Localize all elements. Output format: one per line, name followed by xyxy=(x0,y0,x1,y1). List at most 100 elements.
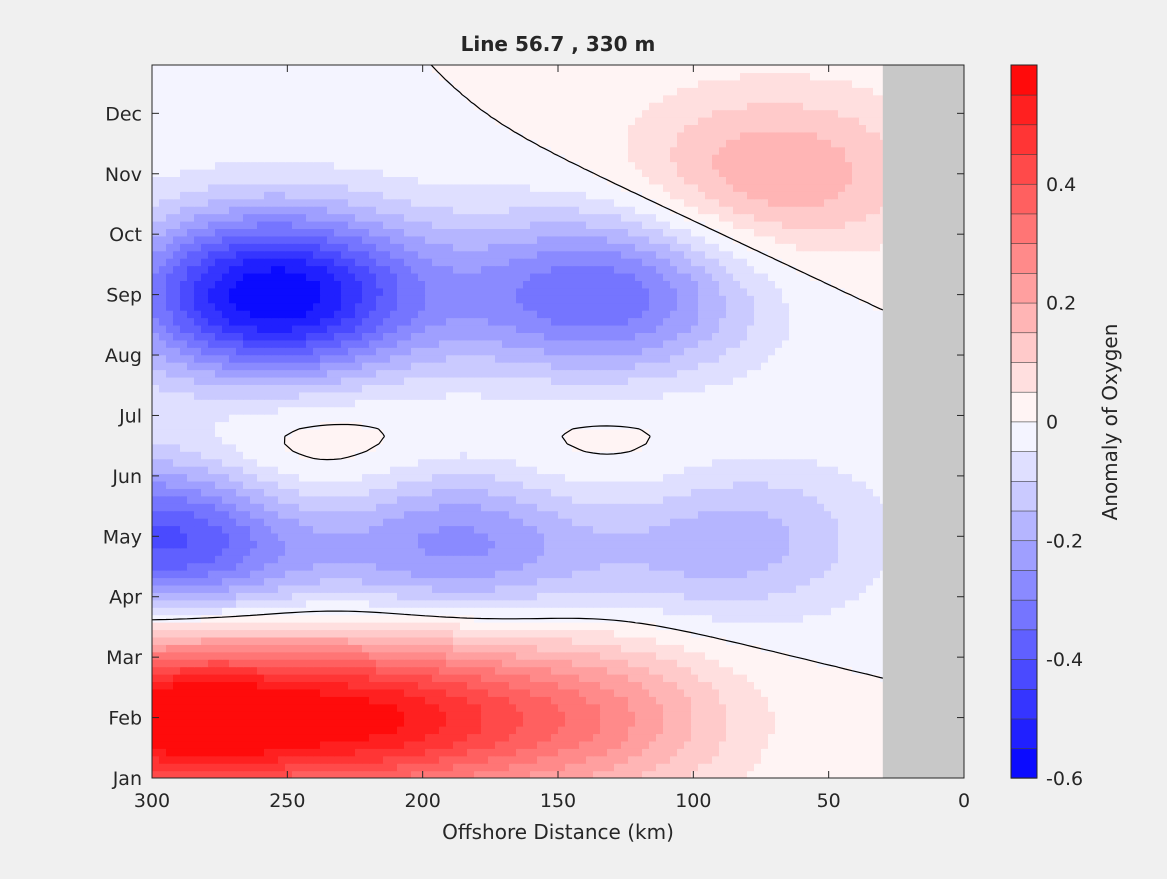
field-cell xyxy=(873,666,881,675)
field-cell xyxy=(495,755,503,764)
field-cell xyxy=(782,570,790,579)
field-cell xyxy=(418,681,426,690)
field-cell xyxy=(383,629,391,638)
field-cell xyxy=(845,607,853,616)
field-cell xyxy=(215,763,223,772)
field-cell xyxy=(705,555,713,564)
field-cell xyxy=(775,562,783,571)
field-cell xyxy=(845,547,853,556)
field-cell xyxy=(376,651,384,660)
field-cell xyxy=(243,740,251,749)
field-cell xyxy=(558,510,566,519)
field-cell xyxy=(586,674,594,683)
field-cell xyxy=(194,525,202,534)
field-cell xyxy=(229,570,237,579)
field-cell xyxy=(404,577,412,586)
field-cell xyxy=(663,473,671,482)
field-cell xyxy=(817,532,825,541)
field-cell xyxy=(369,510,377,519)
field-cell xyxy=(467,607,475,616)
field-cell xyxy=(194,696,202,705)
field-cell xyxy=(460,532,468,541)
field-cell xyxy=(530,733,538,742)
field-cell xyxy=(257,629,265,638)
field-cell xyxy=(572,555,580,564)
field-cell xyxy=(530,659,538,668)
field-cell xyxy=(194,733,202,742)
field-cell xyxy=(726,674,734,683)
field-cell xyxy=(271,525,279,534)
field-cell xyxy=(621,726,629,735)
field-cell xyxy=(292,703,300,712)
field-cell xyxy=(747,688,755,697)
field-cell xyxy=(635,532,643,541)
field-cell xyxy=(803,666,811,675)
field-cell xyxy=(369,674,377,683)
field-cell xyxy=(355,733,363,742)
field-cell xyxy=(740,711,748,720)
field-cell xyxy=(558,688,566,697)
field-cell xyxy=(152,562,160,571)
field-cell xyxy=(831,770,839,778)
field-cell xyxy=(810,733,818,742)
field-cell xyxy=(229,696,237,705)
field-cell xyxy=(789,584,797,593)
field-cell xyxy=(551,607,559,616)
field-cell xyxy=(852,510,860,519)
field-cell xyxy=(866,525,874,534)
field-cell xyxy=(684,636,692,645)
field-cell xyxy=(369,592,377,601)
field-cell xyxy=(376,733,384,742)
field-cell xyxy=(852,525,860,534)
field-cell xyxy=(607,666,615,675)
field-cell xyxy=(369,644,377,653)
field-cell xyxy=(866,458,874,467)
field-cell xyxy=(474,488,482,497)
field-cell xyxy=(159,629,167,638)
field-cell xyxy=(635,651,643,660)
field-cell xyxy=(873,770,881,778)
field-cell xyxy=(600,570,608,579)
field-cell xyxy=(754,674,762,683)
field-cell xyxy=(439,726,447,735)
field-cell xyxy=(845,696,853,705)
field-cell xyxy=(278,592,286,601)
field-cell xyxy=(572,703,580,712)
field-cell xyxy=(390,577,398,586)
field-cell xyxy=(362,540,370,549)
field-cell xyxy=(390,518,398,527)
field-cell xyxy=(278,718,286,727)
field-cell xyxy=(243,555,251,564)
field-cell xyxy=(670,644,678,653)
field-cell xyxy=(411,748,419,757)
field-cell xyxy=(215,696,223,705)
field-cell xyxy=(222,622,230,631)
field-cell xyxy=(677,458,685,467)
field-cell xyxy=(334,525,342,534)
field-cell xyxy=(859,495,867,504)
field-cell xyxy=(705,770,713,778)
field-cell xyxy=(383,763,391,772)
field-cell xyxy=(404,763,412,772)
field-cell xyxy=(299,740,307,749)
field-cell xyxy=(488,770,496,778)
field-cell xyxy=(481,510,489,519)
field-cell xyxy=(656,733,664,742)
field-cell xyxy=(789,636,797,645)
field-cell xyxy=(425,770,433,778)
field-cell xyxy=(383,592,391,601)
field-cell xyxy=(523,577,531,586)
field-cell xyxy=(873,488,881,497)
field-cell xyxy=(173,651,181,660)
field-cell xyxy=(222,703,230,712)
field-cell xyxy=(796,570,804,579)
field-cell xyxy=(432,748,440,757)
field-cell xyxy=(236,755,244,764)
field-cell xyxy=(180,480,188,489)
field-cell xyxy=(866,592,874,601)
field-cell xyxy=(320,718,328,727)
field-cell xyxy=(663,562,671,571)
field-cell xyxy=(607,688,615,697)
field-cell xyxy=(747,740,755,749)
field-cell xyxy=(488,726,496,735)
